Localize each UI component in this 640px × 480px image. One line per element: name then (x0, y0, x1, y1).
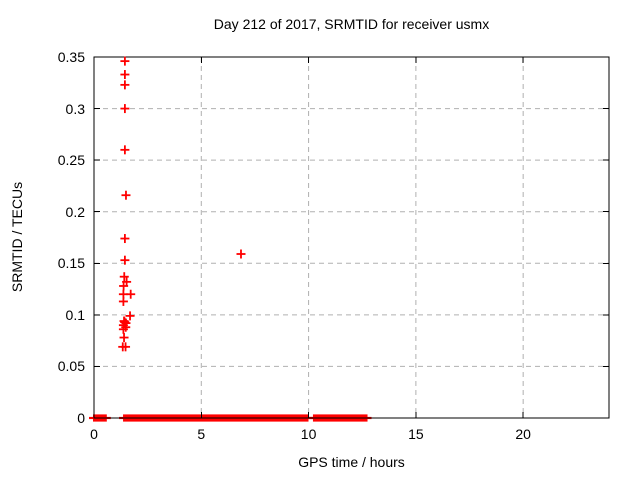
x-axis-label: GPS time / hours (298, 454, 405, 470)
x-tick-label: 0 (90, 426, 98, 442)
y-tick-label: 0.35 (57, 49, 85, 65)
x-tick-label: 5 (197, 426, 206, 442)
y-tick-label: 0.1 (65, 306, 85, 323)
y-tick-label: 0 (77, 410, 85, 426)
x-tick-label: 10 (300, 426, 317, 442)
chart-title: Day 212 of 2017, SRMTID for receiver usm… (213, 16, 490, 32)
y-tick-label: 0.25 (57, 152, 85, 169)
y-tick-label: 0.05 (57, 358, 85, 375)
y-tick-label: 0.15 (57, 255, 85, 272)
x-tick-label: 20 (515, 426, 531, 442)
y-tick-label: 0.2 (65, 203, 85, 220)
y-tick-label: 0.3 (65, 100, 85, 117)
x-tick-label: 15 (408, 426, 424, 442)
plot-border (93, 56, 610, 419)
